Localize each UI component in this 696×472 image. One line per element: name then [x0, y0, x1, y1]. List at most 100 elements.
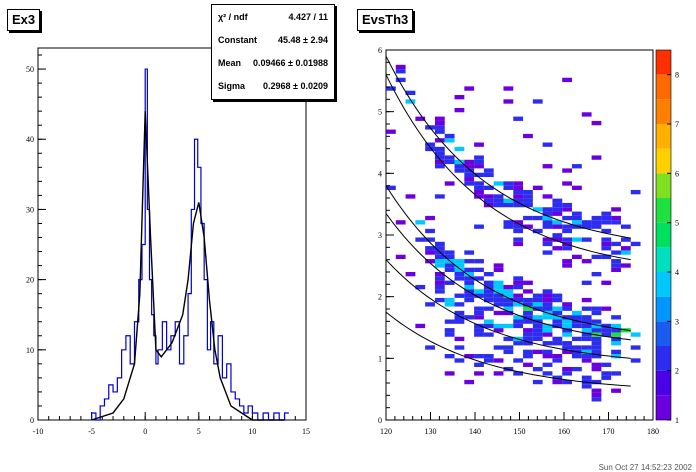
x-tick-label: 160 — [558, 427, 570, 436]
heatmap-cell — [493, 181, 504, 186]
heatmap-cell — [542, 323, 553, 329]
heatmap-cell — [503, 297, 514, 303]
x-tick-label: -5 — [88, 427, 95, 436]
heatmap-cell — [542, 354, 553, 359]
heatmap-cell — [572, 354, 582, 359]
heatmap-cell — [601, 220, 612, 225]
heatmap-cell — [454, 95, 465, 100]
heatmap-cell — [542, 371, 553, 376]
heatmap-cell — [474, 267, 484, 272]
heatmap-cell — [474, 332, 484, 337]
heatmap-cell — [434, 120, 445, 126]
y-tick-label: 10 — [26, 346, 34, 355]
heatmap-cell — [464, 181, 475, 186]
heatmap-cell — [474, 181, 484, 186]
heatmap-cell — [513, 315, 524, 320]
palette-segment — [656, 74, 671, 100]
heatmap-cell — [444, 354, 455, 359]
heatmap-cell — [523, 297, 533, 303]
heatmap-cell — [415, 116, 426, 121]
palette-segment — [656, 99, 671, 124]
heatmap-cell — [425, 228, 435, 234]
palette-tick-label: 6 — [675, 169, 679, 178]
heatmap-cell — [601, 228, 612, 234]
heatmap-cell — [611, 336, 621, 342]
heatmap-cell — [483, 323, 494, 329]
x-tick-label: -10 — [33, 427, 44, 436]
x-tick-label: 170 — [603, 427, 615, 436]
heatmap-cell — [474, 194, 484, 199]
y-tick-label: 6 — [378, 46, 382, 55]
heatmap-cell — [552, 220, 563, 225]
heatmap-cell — [552, 293, 563, 298]
heatmap-cell — [562, 379, 573, 385]
heatmap-cell — [523, 319, 533, 324]
heatmap-cell — [464, 86, 475, 91]
heatmap-cell — [572, 164, 582, 169]
heatmap-cell — [454, 302, 465, 307]
heatmap-cell — [542, 241, 553, 247]
heatmap-cell — [572, 211, 582, 216]
heatmap-cell — [474, 362, 484, 367]
heatmap-cell — [581, 354, 592, 359]
heatmap-cell — [454, 168, 465, 173]
heatmap-cell — [523, 332, 533, 337]
heatmap-cell — [581, 336, 592, 342]
heatmap-cell — [483, 306, 494, 311]
heatmap-cell — [474, 259, 484, 264]
heatmap-cell — [444, 297, 455, 303]
heatmap-cell — [591, 328, 602, 333]
heatmap-cell — [444, 267, 455, 272]
heatmap-cell — [444, 328, 455, 333]
heatmap-cell — [542, 164, 553, 169]
y-tick-label: 40 — [26, 135, 34, 144]
heatmap-cell — [444, 280, 455, 285]
heatmap-cell — [523, 194, 533, 199]
palette-tick-label: 1 — [675, 416, 679, 425]
palette-segment — [656, 395, 671, 420]
heatmap-cell — [532, 293, 543, 298]
heatmap-cell — [503, 185, 514, 190]
stats-row-constant: Constant 45.48 ± 2.94 — [212, 28, 334, 51]
heatmap-cell — [434, 164, 445, 169]
heatmap-cell — [532, 302, 543, 307]
heatmap-cell — [503, 336, 514, 342]
heatmap-cell — [611, 220, 621, 225]
heatmap-cell — [464, 172, 475, 178]
heatmap-cell — [503, 99, 514, 104]
x-tick-label: 0 — [143, 427, 147, 436]
heatmap-cell — [523, 354, 533, 359]
heatmap-cell — [454, 276, 465, 281]
heatmap-cell — [503, 198, 514, 203]
heatmap-cell — [493, 328, 504, 333]
heatmap-cell — [513, 297, 524, 303]
heatmap-cell — [591, 319, 602, 324]
heatmap-cell — [513, 194, 524, 199]
heatmap-cell — [562, 371, 573, 376]
heatmap-cell — [513, 185, 524, 190]
heatmap-cell — [532, 207, 543, 212]
heatmap-cell — [464, 177, 475, 182]
heatmap-cell — [591, 155, 602, 160]
heatmap-cell — [493, 345, 504, 350]
heatmap-cell — [542, 315, 553, 320]
heatmap-cell — [611, 332, 621, 337]
heatmap-cell — [552, 375, 563, 380]
heatmap-cell — [572, 319, 582, 324]
heatmap-cell — [601, 280, 612, 285]
heatmap-cell — [434, 129, 445, 134]
palette-tick-label: 7 — [675, 120, 679, 129]
palette-segment — [656, 296, 671, 322]
heatmap-cell — [611, 259, 621, 264]
x-tick-label: 140 — [469, 427, 481, 436]
heatmap-cell — [454, 358, 465, 363]
heatmap-cell — [434, 272, 445, 277]
kinematic-curve — [385, 55, 631, 239]
stats-mean-value: 0.09466 ± 0.01988 — [252, 57, 328, 68]
heatmap-cell — [523, 336, 533, 342]
heatmap-cell — [630, 332, 641, 337]
heatmap-cell — [405, 194, 416, 199]
heatmap-cell — [591, 224, 602, 229]
heatmap-cell — [532, 315, 543, 320]
heatmap-cell — [581, 220, 592, 225]
